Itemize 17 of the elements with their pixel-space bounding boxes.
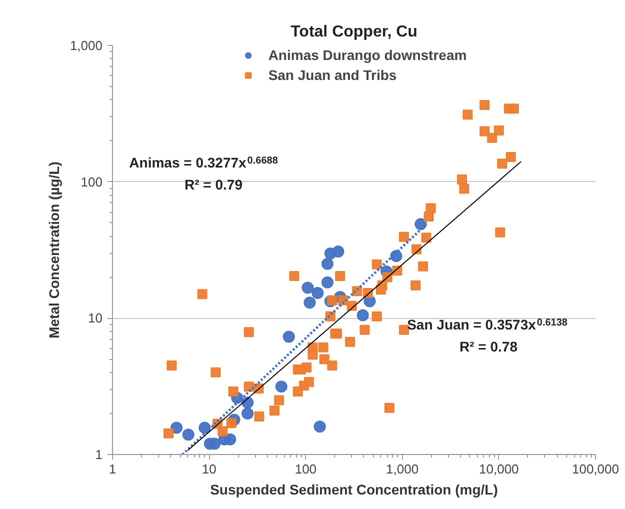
- y-axis-title: Metal Concentration (µg/L): [46, 162, 62, 338]
- x-tick-label: 1: [108, 462, 116, 476]
- y-tick-label: 100: [80, 174, 103, 190]
- x-axis-title: Suspended Sediment Concentration (mg/L): [210, 482, 498, 498]
- annotation: R² = 0.78: [460, 338, 518, 354]
- chart-title: Total Copper, Cu: [290, 24, 418, 40]
- x-tick-label: 10,000: [479, 462, 519, 476]
- legend-label: Animas Durango downstream: [268, 47, 467, 63]
- y-tick-label: 1: [95, 447, 103, 462]
- x-tick-label: 100,000: [572, 462, 620, 476]
- y-tick-label: 1,000: [70, 38, 103, 53]
- legend-label: San Juan and Tribs: [268, 67, 397, 83]
- x-tick-label: 100: [294, 462, 317, 476]
- annotation: R² = 0.79: [184, 176, 243, 192]
- x-tick-label: 1,000: [386, 462, 419, 476]
- x-tick-label: 10: [202, 462, 216, 476]
- y-tick-label: 10: [88, 310, 103, 326]
